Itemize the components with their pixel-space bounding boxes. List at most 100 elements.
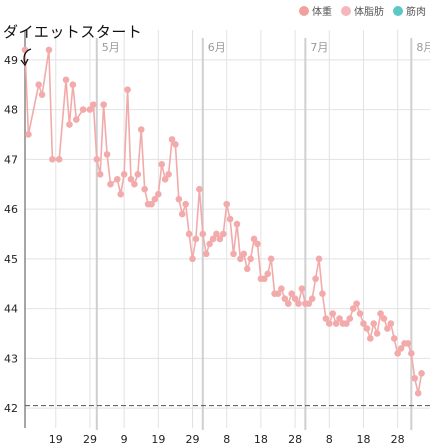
data-point-110: [397, 345, 405, 352]
month-label-113: 8月: [416, 41, 430, 54]
x-tick-label-39: 19: [151, 433, 165, 446]
data-point-10: [55, 156, 63, 163]
x-tick-label-109: 28: [391, 433, 405, 446]
y-tick-label-49: 49: [4, 54, 18, 67]
data-point-86: [315, 255, 323, 263]
data-point-88: [322, 315, 330, 322]
data-point-103: [373, 330, 381, 337]
data-point-40: [158, 161, 166, 168]
y-tick-label-48: 48: [4, 104, 18, 117]
data-point-20: [90, 101, 97, 108]
weight-legend-dot-icon: [299, 5, 309, 16]
data-point-31: [127, 175, 135, 183]
month-label-21: 5月: [102, 41, 120, 54]
data-point-48: [185, 230, 193, 238]
data-point-65: [243, 265, 251, 273]
x-tick-label-79: 28: [288, 433, 302, 446]
data-point-38: [151, 195, 159, 203]
data-point-57: [216, 235, 224, 243]
muscle-legend-dot-icon: [393, 5, 403, 16]
data-point-1: [25, 131, 32, 138]
data-point-4: [35, 81, 42, 89]
weight-points: [21, 46, 425, 397]
x-tick-label-49: 29: [186, 433, 200, 446]
data-point-17: [79, 106, 87, 113]
legend-item-body-fat[interactable]: 体脂肪: [341, 3, 384, 18]
data-point-67: [250, 235, 258, 243]
y-tick-label-47: 47: [4, 153, 18, 166]
data-point-0: [21, 46, 29, 54]
data-point-81: [298, 285, 306, 293]
data-point-72: [267, 255, 275, 263]
x-tick-label-29: 9: [121, 433, 128, 446]
y-tick-label-42: 42: [4, 402, 18, 415]
data-point-61: [230, 250, 237, 258]
data-point-19: [86, 106, 94, 113]
data-point-68: [254, 240, 261, 248]
data-point-43: [168, 136, 176, 143]
data-point-56: [213, 230, 220, 238]
data-point-78: [288, 290, 295, 297]
x-tick-label-9: 19: [49, 433, 63, 446]
y-axis-labels: 42 43 44 45 46 47 48 49: [4, 54, 18, 415]
data-point-92: [336, 315, 343, 322]
data-point-8: [49, 156, 56, 163]
data-point-13: [66, 121, 73, 128]
month-label-82: 7月: [310, 41, 328, 54]
data-point-7: [45, 46, 53, 54]
data-point-30: [124, 86, 131, 93]
data-point-47: [182, 200, 189, 208]
data-point-102: [370, 320, 378, 327]
legend-item-muscle[interactable]: 筋肉: [393, 3, 426, 18]
data-point-39: [155, 190, 162, 198]
data-point-53: [202, 250, 210, 258]
data-point-35: [141, 185, 148, 193]
horizontal-grid: [25, 59, 430, 409]
data-point-100: [363, 325, 371, 332]
data-point-49: [189, 255, 196, 263]
data-point-14: [69, 81, 77, 89]
legend-label-weight: 体重: [312, 7, 332, 18]
data-point-51: [196, 185, 203, 193]
data-point-15: [72, 116, 80, 123]
data-point-84: [308, 295, 316, 302]
data-point-109: [394, 350, 401, 357]
data-point-77: [284, 300, 292, 307]
series-line-0: [24, 49, 423, 395]
data-point-108: [390, 335, 398, 342]
x-tick-label-19: 29: [83, 433, 97, 446]
data-point-70: [261, 275, 268, 283]
data-point-59: [223, 200, 231, 208]
legend-item-weight[interactable]: 体重: [299, 3, 332, 18]
y-tick-label-45: 45: [4, 253, 18, 266]
data-point-23: [100, 101, 107, 108]
data-point-58: [219, 230, 227, 238]
data-point-33: [134, 170, 142, 178]
data-point-22: [96, 170, 104, 178]
y-tick-label-43: 43: [4, 352, 18, 365]
data-point-113: [408, 350, 415, 357]
data-point-21: [93, 156, 101, 163]
weight-series: [24, 49, 423, 395]
data-point-79: [291, 295, 299, 302]
data-point-24: [103, 151, 111, 158]
data-point-116: [418, 369, 425, 377]
legend-label-body-fat: 体脂肪: [354, 7, 384, 18]
data-point-37: [148, 200, 155, 208]
data-point-46: [178, 210, 186, 218]
data-point-89: [325, 320, 333, 327]
data-point-94: [343, 320, 350, 327]
data-point-112: [404, 340, 412, 347]
data-point-63: [237, 255, 244, 263]
x-axis-labels: 19 29 9 19 29 8 18 28 8 18 28: [49, 433, 405, 446]
data-point-44: [172, 141, 179, 148]
data-point-83: [305, 300, 313, 307]
data-point-55: [209, 235, 217, 243]
data-point-25: [107, 180, 114, 188]
data-point-62: [233, 220, 241, 228]
data-point-74: [274, 290, 282, 297]
data-point-29: [120, 170, 128, 178]
data-point-98: [356, 310, 364, 317]
x-tick-label-69: 18: [254, 433, 268, 446]
